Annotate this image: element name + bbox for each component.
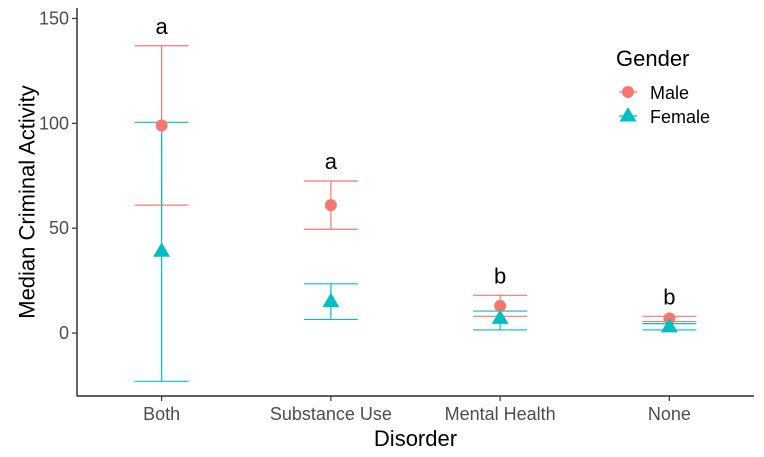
point-male <box>155 119 168 132</box>
legend-label-female: Female <box>650 107 710 127</box>
legend-title: Gender <box>616 46 689 71</box>
x-tick-label: None <box>648 404 691 424</box>
y-tick-label: 0 <box>59 323 69 343</box>
x-axis-title: Disorder <box>374 426 457 451</box>
legend-key-male <box>622 86 634 98</box>
x-ticks: Both Substance Use Mental Health None <box>143 396 691 424</box>
x-tick-label: Substance Use <box>270 404 392 424</box>
axes <box>76 8 754 397</box>
point-male <box>494 299 507 312</box>
y-axis-title: Median Criminal Activity <box>15 85 40 319</box>
legend-entries: Male Female <box>619 83 710 127</box>
error-bars <box>134 45 697 382</box>
group-annotations: a a b b <box>156 14 676 310</box>
x-tick-label: Both <box>143 404 180 424</box>
data-points <box>153 119 678 333</box>
y-tick-label: 150 <box>39 8 69 28</box>
point-female <box>660 317 678 333</box>
point-male <box>324 199 337 212</box>
point-female <box>322 292 340 308</box>
legend-key-female <box>619 107 637 122</box>
significance-letter: b <box>494 263 506 288</box>
legend-label-male: Male <box>650 83 689 103</box>
legend: Gender Male Female <box>616 46 710 127</box>
significance-letter: a <box>325 149 338 174</box>
x-tick-label: Mental Health <box>445 404 556 424</box>
significance-letter: a <box>156 14 169 39</box>
significance-letter: b <box>663 284 675 309</box>
y-tick-label: 100 <box>39 113 69 133</box>
y-ticks: 0 50 100 150 <box>39 8 77 343</box>
point-female <box>153 242 171 257</box>
y-tick-label: 50 <box>49 218 69 238</box>
point-female <box>491 309 509 324</box>
